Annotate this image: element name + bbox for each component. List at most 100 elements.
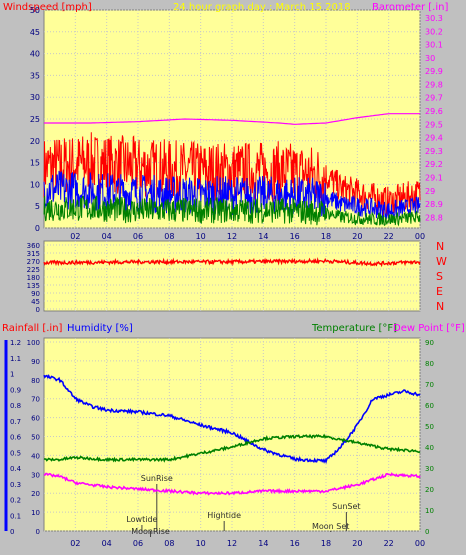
temperature-tick-label: 50 — [425, 423, 434, 431]
humidity-tick-label: 10 — [31, 509, 40, 517]
direction-y-tick-label: 0 — [36, 306, 40, 314]
humidity-tick-label: 100 — [27, 339, 40, 347]
compass-letter: S — [436, 270, 443, 283]
temp-x-tick-label: 20 — [352, 539, 362, 548]
temp-x-tick-label: 00 — [415, 539, 425, 548]
direction-plot-area — [43, 240, 421, 312]
temp-x-tick-label: 18 — [321, 539, 331, 548]
temperature-axis-title: Temperature [°F] — [311, 323, 397, 334]
wind-y-tick-label: 35 — [30, 71, 40, 80]
event-marker-label: SunSet — [332, 502, 360, 511]
compass-letter: N — [436, 300, 444, 313]
barometer-tick-label: 30.1 — [425, 41, 443, 50]
wind-y-tick-label: 25 — [30, 115, 40, 124]
rainfall-tick-label: 0.2 — [10, 497, 21, 505]
event-marker-label: Hightide — [207, 511, 241, 520]
humidity-tick-label: 30 — [31, 471, 40, 479]
wind-series-line — [43, 195, 421, 227]
wind-left-axis-title: Windspeed [mph] — [3, 2, 92, 13]
event-marker-label: MoonRise — [131, 527, 170, 536]
temperature-tick-label: 0 — [425, 528, 429, 536]
temp-x-tick-label: 12 — [227, 539, 237, 548]
rainfall-tick-label: 0 — [10, 528, 14, 536]
wind-series-line — [44, 113, 420, 125]
wind-y-tick-label: 40 — [30, 50, 40, 59]
direction-y-tick-label: 315 — [27, 250, 40, 258]
rainfall-tick-label: 1.1 — [10, 355, 21, 363]
temp-x-tick-label: 10 — [196, 539, 206, 548]
barometer-tick-label: 29.1 — [425, 173, 443, 182]
wind-x-tick-label: 02 — [70, 232, 80, 241]
rainfall-tick-label: 1 — [10, 371, 14, 379]
direction-y-tick-label: 90 — [31, 290, 40, 298]
direction-y-tick-label: 270 — [27, 258, 40, 266]
wind-y-tick-label: 5 — [35, 202, 40, 211]
wind-x-tick-label: 14 — [258, 232, 268, 241]
temperature-tick-label: 90 — [425, 339, 434, 347]
rainfall-tick-label: 0.1 — [10, 512, 21, 520]
barometer-tick-label: 29.7 — [425, 94, 443, 103]
event-marker-label: SunRise — [141, 474, 173, 483]
wind-x-tick-label: 00 — [415, 232, 425, 241]
rainfall-tick-label: 1.2 — [10, 339, 21, 347]
wind-x-tick-label: 08 — [164, 232, 174, 241]
barometer-tick-label: 30.3 — [425, 14, 443, 23]
temperature-tick-label: 20 — [425, 486, 434, 494]
wind-y-tick-label: 15 — [30, 159, 40, 168]
temp-x-tick-label: 04 — [102, 539, 112, 548]
event-marker-label: Moon Set — [312, 522, 349, 531]
direction-y-tick-label: 180 — [27, 274, 40, 282]
event-marker-label: Lowtide — [126, 515, 157, 524]
rainfall-tick-label: 0.9 — [10, 386, 21, 394]
compass-letter: N — [436, 240, 444, 253]
barometer-tick-label: 29.9 — [425, 67, 443, 76]
barometer-tick-label: 29.3 — [425, 147, 443, 156]
compass-letter: W — [436, 255, 447, 268]
barometer-tick-label: 29.4 — [425, 134, 443, 143]
wind-direction-line — [43, 256, 421, 268]
temperature-tick-label: 60 — [425, 402, 434, 410]
wind-x-tick-label: 12 — [227, 232, 237, 241]
temp-x-tick-label: 22 — [384, 539, 394, 548]
wind-x-tick-label: 04 — [102, 232, 112, 241]
humidity-tick-label: 40 — [31, 452, 40, 460]
temperature-tick-label: 10 — [425, 507, 434, 515]
wind-y-tick-label: 45 — [30, 28, 40, 37]
temperature-tick-label: 40 — [425, 444, 434, 452]
rainfall-axis-title: Rainfall [.in] — [2, 323, 63, 334]
temperature-tick-label: 30 — [425, 465, 434, 473]
humidity-tick-label: 90 — [31, 358, 40, 366]
rainfall-tick-label: 0.8 — [10, 402, 21, 410]
barometer-tick-label: 29.5 — [425, 120, 443, 129]
rainfall-tick-label: 0.7 — [10, 418, 21, 426]
compass-letter: E — [436, 285, 443, 298]
rainfall-tick-label: 0.4 — [10, 465, 22, 473]
humidity-axis-title: Humidity [%] — [67, 323, 133, 334]
dewpoint-axis-title: Dew Point [°F] — [393, 323, 465, 334]
barometer-tick-label: 29.6 — [425, 107, 443, 116]
wind-y-tick-label: 0 — [35, 224, 40, 233]
chart-title: 24 hour graph day : March 15 2018 — [173, 2, 351, 13]
wind-x-tick-label: 10 — [196, 232, 206, 241]
direction-y-tick-label: 360 — [27, 242, 40, 250]
barometer-tick-label: 28.8 — [425, 213, 443, 222]
wind-y-tick-label: 20 — [30, 137, 40, 146]
humidity-tick-label: 60 — [31, 415, 40, 423]
temperature-tick-label: 70 — [425, 381, 434, 389]
humidity-tick-label: 50 — [31, 434, 40, 442]
wind-y-tick-label: 10 — [30, 180, 40, 189]
temp-x-tick-label: 06 — [133, 539, 143, 548]
rainfall-tick-label: 0.5 — [10, 449, 21, 457]
rainfall-tick-label: 0.6 — [10, 434, 22, 442]
barometer-tick-label: 29.2 — [425, 160, 443, 169]
wind-x-tick-label: 20 — [352, 232, 362, 241]
temp-x-tick-label: 16 — [290, 539, 300, 548]
wind-x-tick-label: 06 — [133, 232, 143, 241]
humidity-tick-label: 70 — [31, 396, 40, 404]
humidity-tick-label: 80 — [31, 377, 40, 385]
temp-x-tick-label: 14 — [258, 539, 268, 548]
direction-y-tick-label: 135 — [27, 282, 40, 290]
wind-x-tick-label: 22 — [384, 232, 394, 241]
temp-x-tick-label: 08 — [164, 539, 174, 548]
